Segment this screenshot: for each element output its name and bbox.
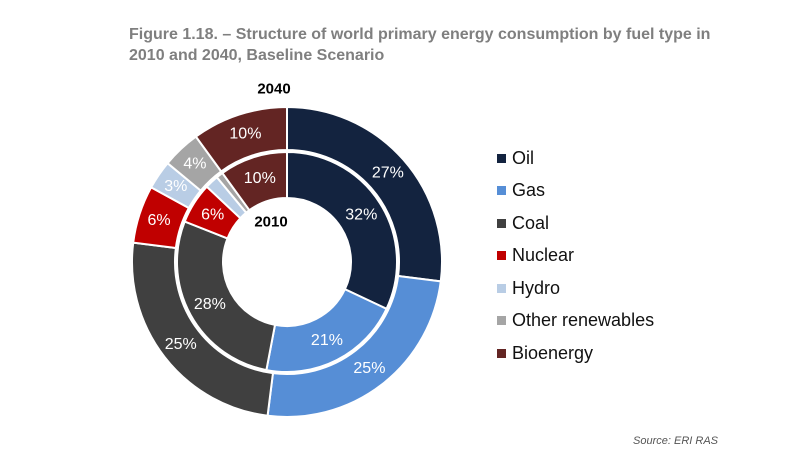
legend-item-bioenergy: Bioenergy: [497, 337, 654, 370]
legend-label-nuclear: Nuclear: [512, 245, 575, 266]
inner-label-coal: 28%: [194, 296, 226, 313]
legend-label-other-renewables: Other renewables: [512, 310, 655, 331]
legend-item-coal: Coal: [497, 207, 654, 240]
chart-title: Figure 1.18. – Structure of world primar…: [129, 26, 711, 64]
source-note: Source: ERI RAS: [633, 435, 718, 447]
outer-slice-bioenergy: [194, 105, 288, 173]
inner-label-gas: 21%: [311, 332, 343, 349]
outer-label-coal: 25%: [165, 336, 197, 353]
outer-label-other-renewables: 4%: [183, 155, 206, 172]
inner-label-nuclear: 6%: [201, 206, 224, 223]
inner-slice-coal: [176, 220, 277, 372]
legend-swatch-oil: [497, 153, 506, 163]
legend-swatch-hydro: [497, 283, 506, 293]
legend-swatch-gas: [497, 186, 506, 196]
inner-label-oil: 32%: [345, 206, 377, 223]
inner-ring-year-label: 2010: [254, 214, 287, 231]
chart-legend: Oil Gas Coal Nuclear Hydro Other renewables Bi…: [497, 142, 654, 370]
legend-swatch-coal: [497, 218, 506, 228]
legend-swatch-other-renewables: [497, 316, 506, 326]
legend-item-hydro: Hydro: [497, 272, 654, 305]
inner-slice-oil: [286, 150, 398, 311]
legend-swatch-nuclear: [497, 251, 506, 261]
legend-label-oil: Oil: [512, 147, 534, 168]
legend-label-hydro: Hydro: [512, 277, 561, 298]
legend-label-bioenergy: Bioenergy: [512, 342, 594, 363]
legend-item-nuclear: Nuclear: [497, 240, 654, 273]
legend-label-gas: Gas: [512, 180, 546, 201]
outer-label-oil: 27%: [372, 165, 404, 182]
legend-item-other-renewables: Other renewables: [497, 305, 654, 338]
legend-item-gas: Gas: [497, 175, 654, 208]
inner-slice-bioenergy: [220, 150, 288, 212]
outer-label-nuclear: 6%: [148, 212, 171, 229]
legend-swatch-bioenergy: [497, 348, 506, 358]
legend-item-oil: Oil: [497, 142, 654, 175]
inner-label-bioenergy: 10%: [244, 170, 276, 187]
legend-label-coal: Coal: [512, 212, 550, 233]
outer-label-gas: 25%: [353, 360, 385, 377]
outer-label-bioenergy: 10%: [229, 126, 261, 143]
outer-ring-year-label: 2040: [257, 81, 290, 98]
outer-label-hydro: 3%: [164, 178, 187, 195]
